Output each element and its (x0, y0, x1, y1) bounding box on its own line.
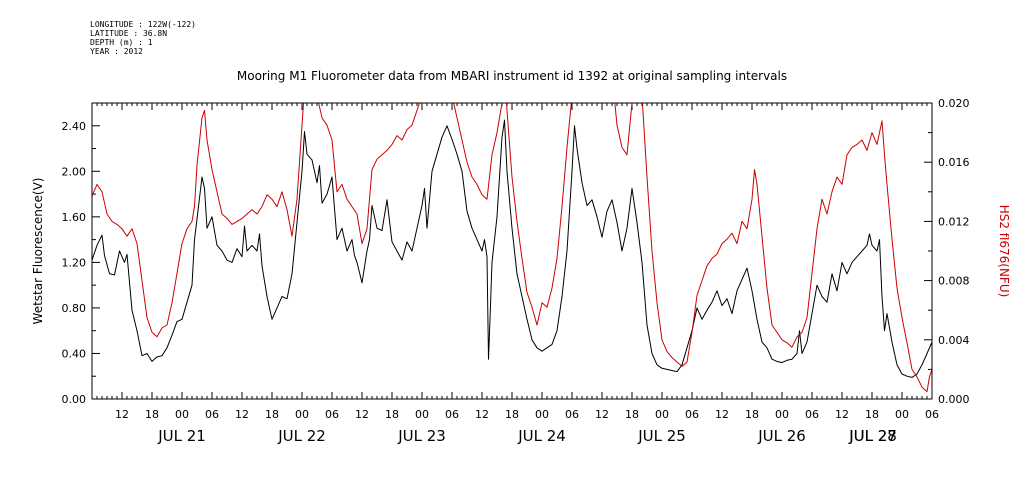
axis-ticks: 0.00 0.40 0.80 1.20 1.60 2.00 2.40 0.000 0.004 0.… (62, 97, 970, 445)
metadata-year: YEAR : 2012 (90, 47, 143, 56)
series-lines (92, 103, 932, 393)
y-axis-left-label: Wetstar Fluorescence(V) (31, 178, 45, 325)
x-hour-label: 12 (235, 408, 249, 421)
x-day-label: JUL 28 (848, 427, 897, 445)
x-hour-label: 18 (145, 408, 159, 421)
y-left-tick-label: 0.40 (62, 347, 87, 360)
x-hour-label: 12 (715, 408, 729, 421)
x-day-label: JUL 21 (157, 427, 206, 445)
chart-title: Mooring M1 Fluorometer data from MBARI i… (237, 69, 787, 83)
metadata-longitude: LONGITUDE : 122W(-122) (90, 20, 196, 29)
x-day-label: JUL 25 (637, 427, 686, 445)
x-hour-label: 18 (745, 408, 759, 421)
y-left-tick-label: 0.80 (62, 302, 87, 315)
x-day-label: JUL 24 (517, 427, 566, 445)
y-left-tick-label: 2.00 (62, 165, 87, 178)
x-hour-label: 00 (655, 408, 669, 421)
metadata-latitude: LATITUDE : 36.8N (90, 29, 168, 38)
x-hour-label: 00 (415, 408, 429, 421)
x-day-label: JUL 26 (757, 427, 806, 445)
x-hour-label: 18 (265, 408, 279, 421)
x-hour-label: 06 (325, 408, 339, 421)
x-hour-label: 18 (385, 408, 399, 421)
y-right-tick-label: 0.008 (938, 275, 970, 288)
x-hour-label: 00 (895, 408, 909, 421)
y-left-tick-label: 0.00 (62, 393, 87, 406)
series-line-hs2 (92, 103, 932, 393)
x-hour-label: 12 (115, 408, 129, 421)
x-hour-label: 06 (445, 408, 459, 421)
x-hour-label: 00 (175, 408, 189, 421)
x-day-label: JUL 27 (848, 427, 897, 445)
x-hour-label: 12 (595, 408, 609, 421)
y-right-tick-label: 0.004 (938, 334, 970, 347)
y-right-tick-label: 0.000 (938, 393, 970, 406)
y-left-tick-label: 1.20 (62, 256, 87, 269)
y-left-tick-label: 2.40 (62, 120, 87, 133)
x-hour-label: 06 (565, 408, 579, 421)
x-hour-label: 00 (295, 408, 309, 421)
x-hour-label: 06 (805, 408, 819, 421)
x-hour-label: 06 (205, 408, 219, 421)
x-hour-label: 12 (835, 408, 849, 421)
x-hour-label: 06 (685, 408, 699, 421)
x-hour-label: 18 (505, 408, 519, 421)
x-hour-label: 12 (355, 408, 369, 421)
y-right-tick-label: 0.012 (938, 215, 970, 228)
metadata-depth: DEPTH (m) : 1 (90, 38, 153, 47)
x-hour-label: 00 (535, 408, 549, 421)
x-day-label: JUL 22 (277, 427, 326, 445)
y-left-tick-label: 1.60 (62, 211, 87, 224)
x-hour-label: 00 (775, 408, 789, 421)
x-hour-label: 06 (925, 408, 939, 421)
x-day-label: JUL 23 (397, 427, 446, 445)
x-hour-label: 18 (865, 408, 879, 421)
plot-frame (91, 102, 933, 400)
x-hour-label: 12 (475, 408, 489, 421)
x-hour-label: 18 (625, 408, 639, 421)
metadata-block: LONGITUDE : 122W(-122) LATITUDE : 36.8N … (90, 20, 196, 56)
y-right-tick-label: 0.016 (938, 156, 970, 169)
y-axis-right-label: HS2 fl676(NFU) (997, 205, 1009, 298)
y-right-tick-label: 0.020 (938, 97, 970, 110)
series-line-wetstar (92, 119, 932, 378)
